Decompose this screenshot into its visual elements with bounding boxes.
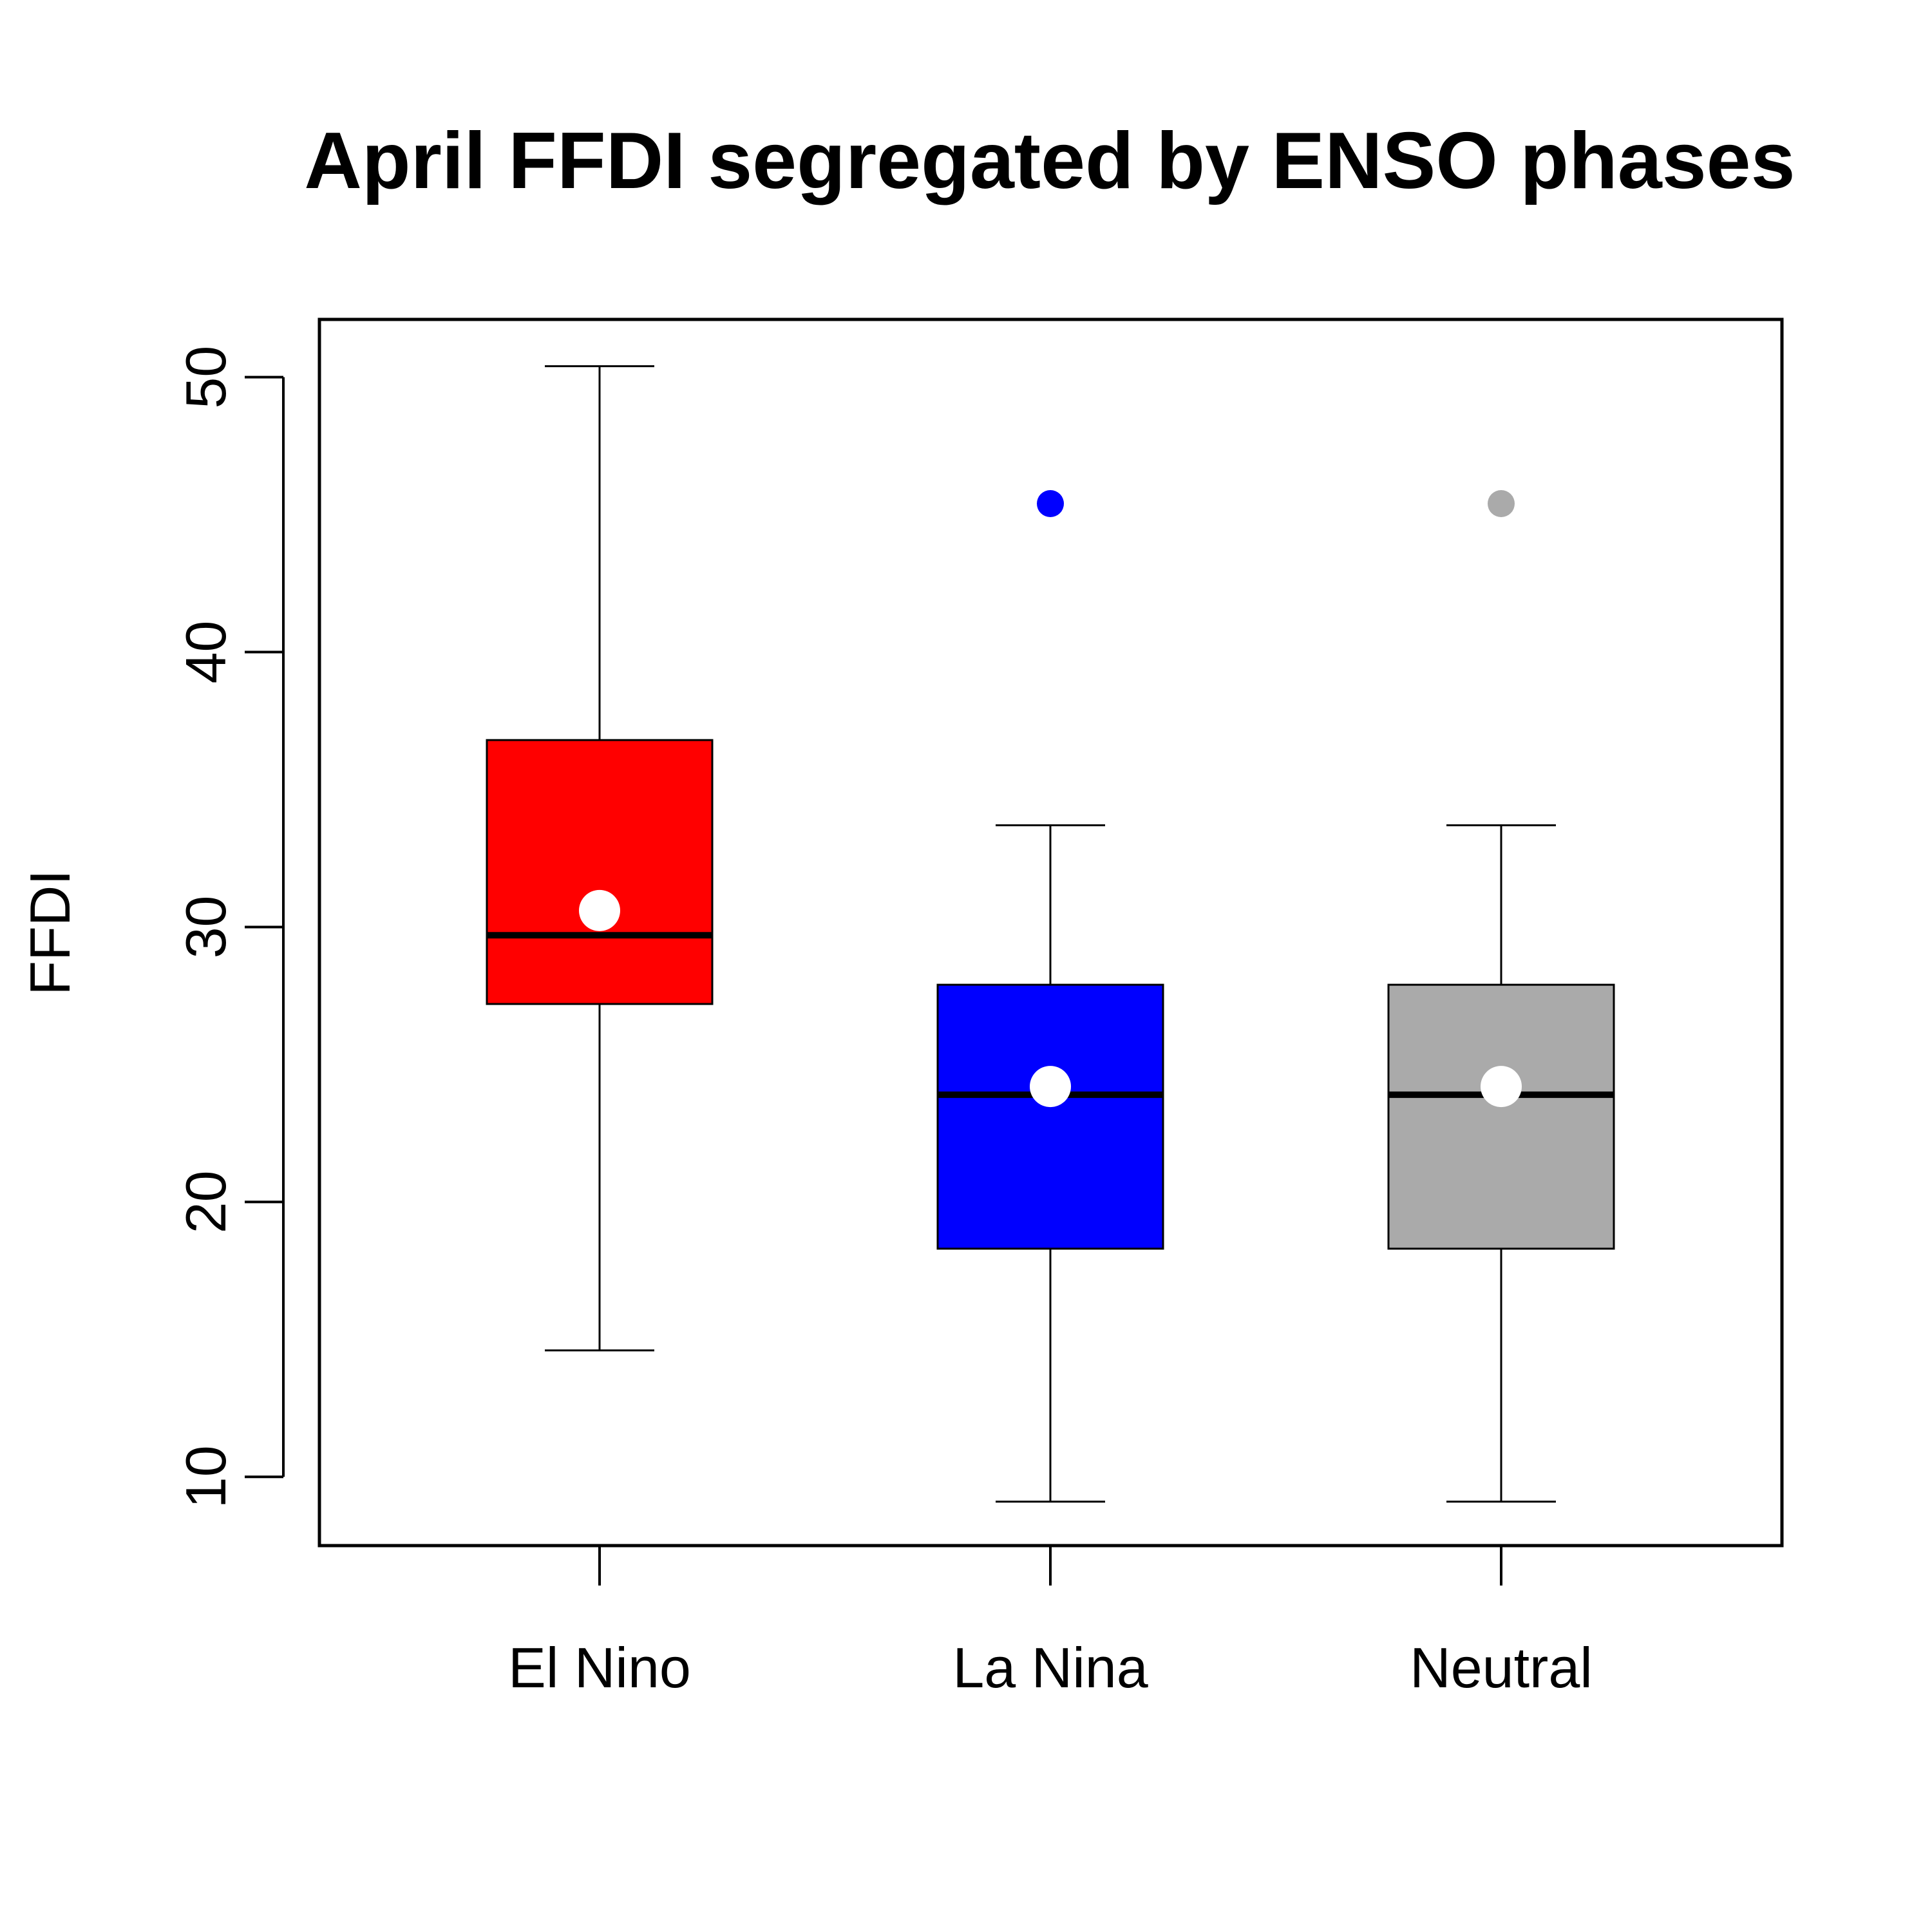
- y-tick-label: 10: [174, 1445, 238, 1508]
- box-group-neutral: [1387, 490, 1615, 1503]
- x-tick-label: El Nino: [508, 1636, 691, 1700]
- box-plots: [486, 365, 1615, 1503]
- outlier-point: [1037, 490, 1064, 518]
- y-tick-label: 50: [174, 346, 238, 409]
- outlier-point: [1488, 490, 1515, 518]
- box: [1387, 983, 1615, 1250]
- y-tick-label: 30: [174, 896, 238, 959]
- box: [486, 739, 714, 1005]
- x-tick-label: Neutral: [1410, 1636, 1593, 1700]
- x-tick-label: La Nina: [952, 1636, 1148, 1700]
- box: [936, 983, 1164, 1250]
- mean-marker: [579, 889, 620, 931]
- y-axis: 10 20 30 40 50: [174, 346, 285, 1508]
- box-group-el-nino: [486, 365, 714, 1352]
- y-tick-label: 40: [174, 621, 238, 684]
- box-group-la-nina: [936, 490, 1164, 1503]
- x-axis: El Nino La Nina Neutral: [508, 1546, 1593, 1700]
- chart-title: April FFDI segregated by ENSO phases: [304, 117, 1795, 205]
- y-tick-label: 20: [174, 1170, 238, 1233]
- mean-marker: [1481, 1066, 1522, 1108]
- mean-marker: [1030, 1066, 1071, 1108]
- y-axis-label: FFDI: [18, 869, 82, 996]
